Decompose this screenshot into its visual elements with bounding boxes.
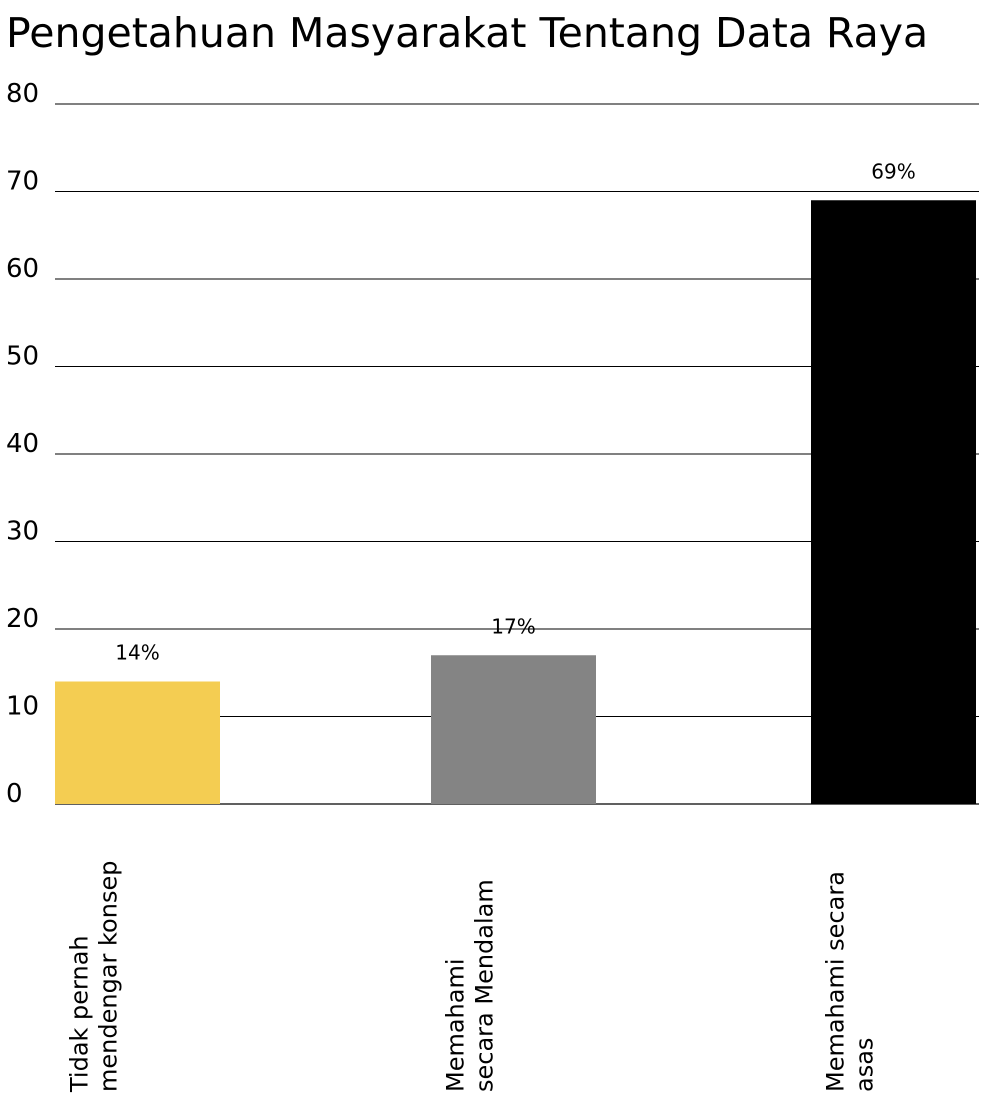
category-label-line: secara Mendalam: [471, 879, 499, 1092]
y-tick-label: 20: [6, 604, 39, 634]
category-labels: Tidak pernah mendengar konsep Memahami seca…: [66, 861, 879, 1093]
y-tick-label: 30: [6, 517, 39, 547]
bar: [431, 655, 596, 804]
bars: [55, 200, 976, 804]
y-axis-tick-labels: 0 10 20 30 40 50 60 70 80: [6, 79, 39, 809]
category-label-line: mendengar konsep: [95, 861, 123, 1092]
y-tick-label: 10: [6, 692, 39, 722]
data-label: 17%: [491, 614, 535, 638]
category-label: Tidak pernah mendengar konsep: [66, 861, 123, 1093]
y-tick-label: 80: [6, 79, 39, 109]
y-tick-label: 70: [6, 167, 39, 197]
data-labels: 14% 17% 69%: [115, 159, 915, 664]
y-tick-label: 50: [6, 342, 39, 372]
chart-title: Pengetahuan Masyarakat Tentang Data Raya: [6, 9, 929, 57]
category-label: Memahami secara Mendalam: [442, 879, 499, 1092]
data-label: 14%: [115, 641, 159, 665]
category-label-line: Memahami: [442, 958, 470, 1092]
bar: [811, 200, 976, 804]
category-label-line: Memahami secara: [822, 871, 850, 1092]
y-tick-label: 40: [6, 429, 39, 459]
category-label: Memahami secara asas: [822, 871, 879, 1092]
category-label-line: asas: [851, 1038, 879, 1092]
data-label: 69%: [871, 159, 915, 183]
category-label-line: Tidak pernah: [66, 935, 94, 1093]
y-tick-label: 60: [6, 254, 39, 284]
y-tick-label: 0: [6, 779, 23, 809]
bar: [55, 681, 220, 804]
